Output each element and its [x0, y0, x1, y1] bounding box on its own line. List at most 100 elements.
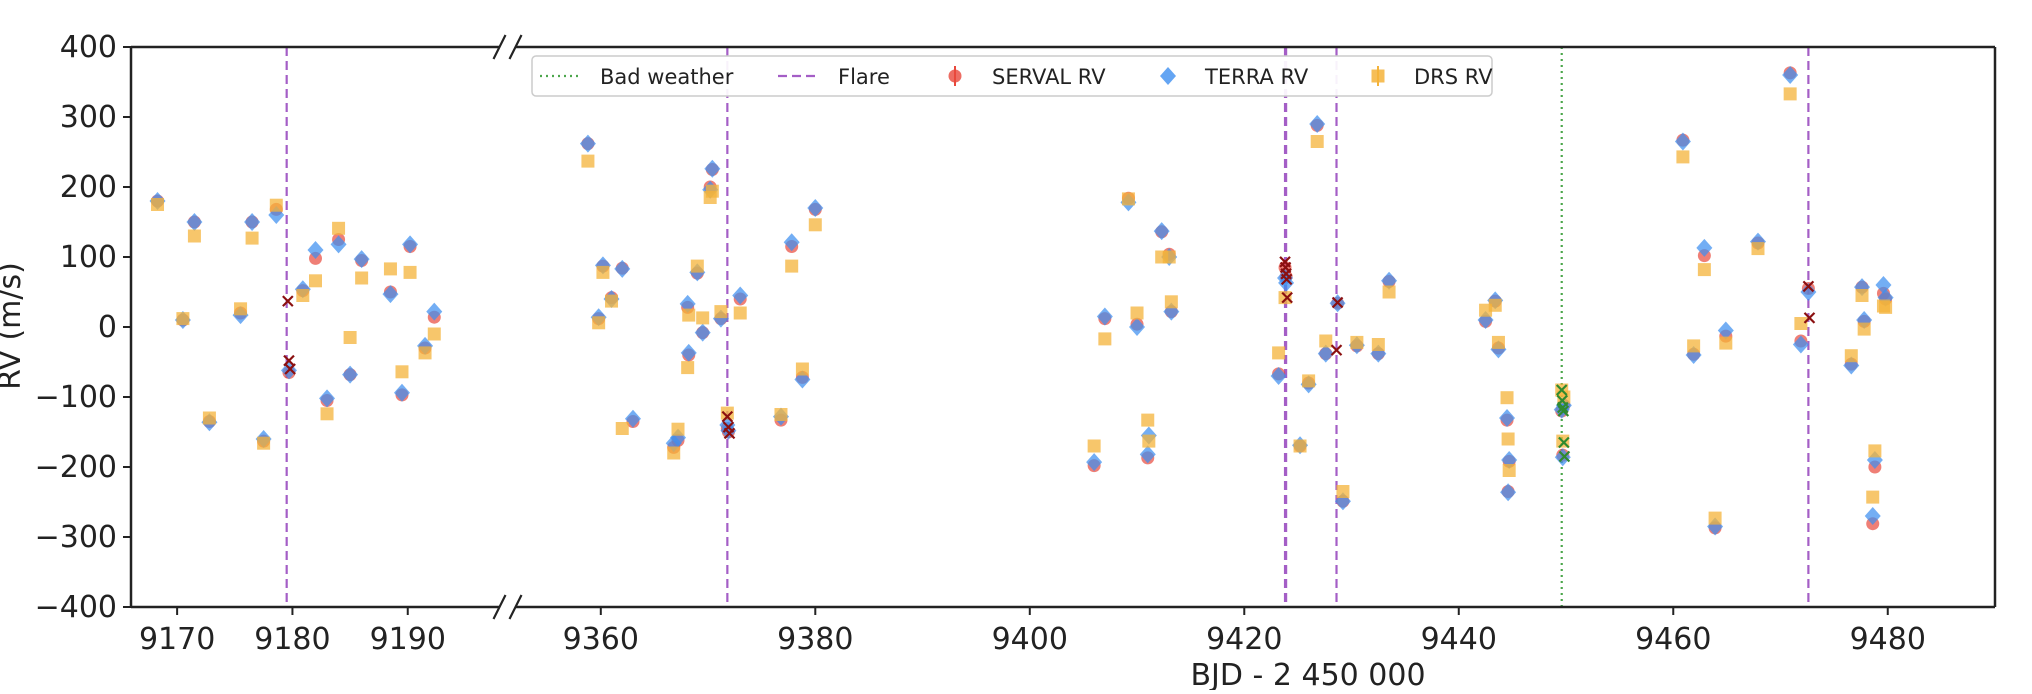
flagged-x-marker [1558, 450, 1571, 463]
x-marker-stroke [1803, 312, 1816, 324]
drs-rv-point [202, 411, 216, 425]
terra-rv-point [330, 235, 347, 254]
x-marker-stroke [1558, 450, 1571, 463]
legend-label: TERRA RV [1204, 65, 1309, 89]
drs-rv-point [1500, 391, 1514, 405]
x-marker-stroke [1557, 405, 1570, 417]
terra-rv-point [1875, 276, 1892, 294]
y-tick-label: −100 [35, 380, 117, 415]
terra-rv-point [704, 159, 721, 178]
terra-rv-point [1309, 115, 1326, 133]
drs-rv-point [1502, 464, 1516, 477]
drs-rv-point [696, 311, 710, 325]
drs-rv-point [1879, 300, 1893, 314]
terra-rv-point [307, 241, 324, 259]
drs-rv-point [1142, 434, 1156, 448]
drs-rv-point [1488, 298, 1502, 312]
x-tick-label: 9420 [1206, 622, 1282, 657]
legend: Bad weather Flare SERVAL RV TERRA RV DRS RV [531, 55, 1493, 97]
x-tick-label: 9170 [139, 622, 215, 657]
drs-rv-point [1382, 285, 1396, 299]
x-marker-stroke [1281, 291, 1293, 304]
terra-rv-point [1139, 445, 1156, 464]
drs-rv-point [234, 302, 248, 316]
drs-rv-point [1130, 306, 1144, 320]
drs-rv-point [592, 316, 606, 330]
x-tick-label: 9480 [1850, 622, 1926, 657]
drs-rv-point [187, 229, 201, 243]
terra-rv-point [1317, 344, 1334, 363]
drs-rv-point [343, 331, 357, 344]
x-marker-stroke [721, 410, 734, 423]
terra-rv-point [342, 365, 359, 384]
drs-rv-point [1336, 485, 1350, 498]
terra-rv-point [1096, 307, 1113, 326]
axis-break-mark [508, 34, 523, 60]
legend-circle-icon [948, 69, 962, 83]
terra-rv-point [1086, 453, 1103, 472]
terra-rv-point [426, 302, 443, 321]
x-tick-label: 9360 [563, 622, 639, 657]
terra-rv-point [353, 250, 370, 269]
drs-rv-point [1687, 339, 1701, 353]
drs-rv-point [355, 271, 369, 285]
terra-rv-point [1782, 66, 1799, 84]
drs-rv-point [1868, 444, 1882, 458]
drs-rv-point [320, 407, 334, 421]
flagged-x-marker [1557, 405, 1570, 417]
drs-rv-point [1855, 289, 1869, 302]
drs-rv-point [245, 231, 259, 245]
terra-rv-point [614, 259, 631, 278]
drs-rv-point [1371, 338, 1385, 351]
x-marker-stroke [723, 427, 736, 440]
flagged-x-marker [1803, 312, 1816, 324]
drs-rv-point [1676, 150, 1690, 164]
flagged-x-marker [284, 363, 296, 375]
terra-rv-point [393, 383, 410, 402]
x-marker-stroke [1330, 344, 1343, 356]
x-marker-stroke [1280, 273, 1293, 286]
terra-rv-point [1153, 222, 1170, 241]
drs-rv-point [1310, 135, 1324, 148]
drs-rv-point [1844, 349, 1858, 363]
drs-rv-point [296, 289, 310, 302]
terra-rv-point [1864, 507, 1881, 525]
terra-rv-point [807, 199, 824, 217]
drs-rv-point [1278, 291, 1292, 305]
flagged-x-marker [1558, 436, 1570, 449]
x-marker-stroke [1558, 436, 1570, 449]
drs-rv-point [581, 154, 595, 168]
drs-rv-point [418, 346, 432, 360]
drs-rv-point [1164, 295, 1178, 309]
terra-rv-point [1499, 409, 1516, 427]
x-tick-label: 9460 [1635, 622, 1711, 657]
x-axis-label: BJD - 2 450 000 [1190, 658, 1425, 690]
drs-rv-point [733, 306, 747, 320]
drs-rv-point [1319, 334, 1333, 348]
legend-label: Flare [838, 65, 890, 89]
drs-rv-point [151, 198, 165, 211]
legend-label: SERVAL RV [992, 65, 1106, 89]
drs-rv-point [1491, 335, 1505, 349]
legend-label: Bad weather [600, 65, 734, 89]
terra-rv-point [1696, 238, 1713, 257]
x-marker-stroke [1557, 401, 1569, 414]
terra-rv-point [732, 286, 749, 305]
terra-rv-point [402, 235, 419, 254]
drs-rv-point [720, 406, 734, 420]
flagged-x-marker [723, 427, 736, 440]
vlines-layer [285, 47, 1810, 607]
legend-entry: Flare [778, 65, 890, 89]
terra-rv-point [579, 134, 596, 153]
terra-rv-point [624, 409, 641, 428]
terra-rv-point [382, 285, 399, 304]
legend-diamond-icon [1160, 67, 1176, 85]
drs-rv-point [332, 221, 346, 235]
x-tick-label: 9380 [777, 622, 853, 657]
terra-rv-point [1381, 271, 1398, 290]
x-marker-stroke [284, 363, 296, 375]
axis-break-mark [508, 594, 523, 620]
drs-rv-point [427, 327, 441, 341]
drs-rv-point [714, 305, 728, 319]
